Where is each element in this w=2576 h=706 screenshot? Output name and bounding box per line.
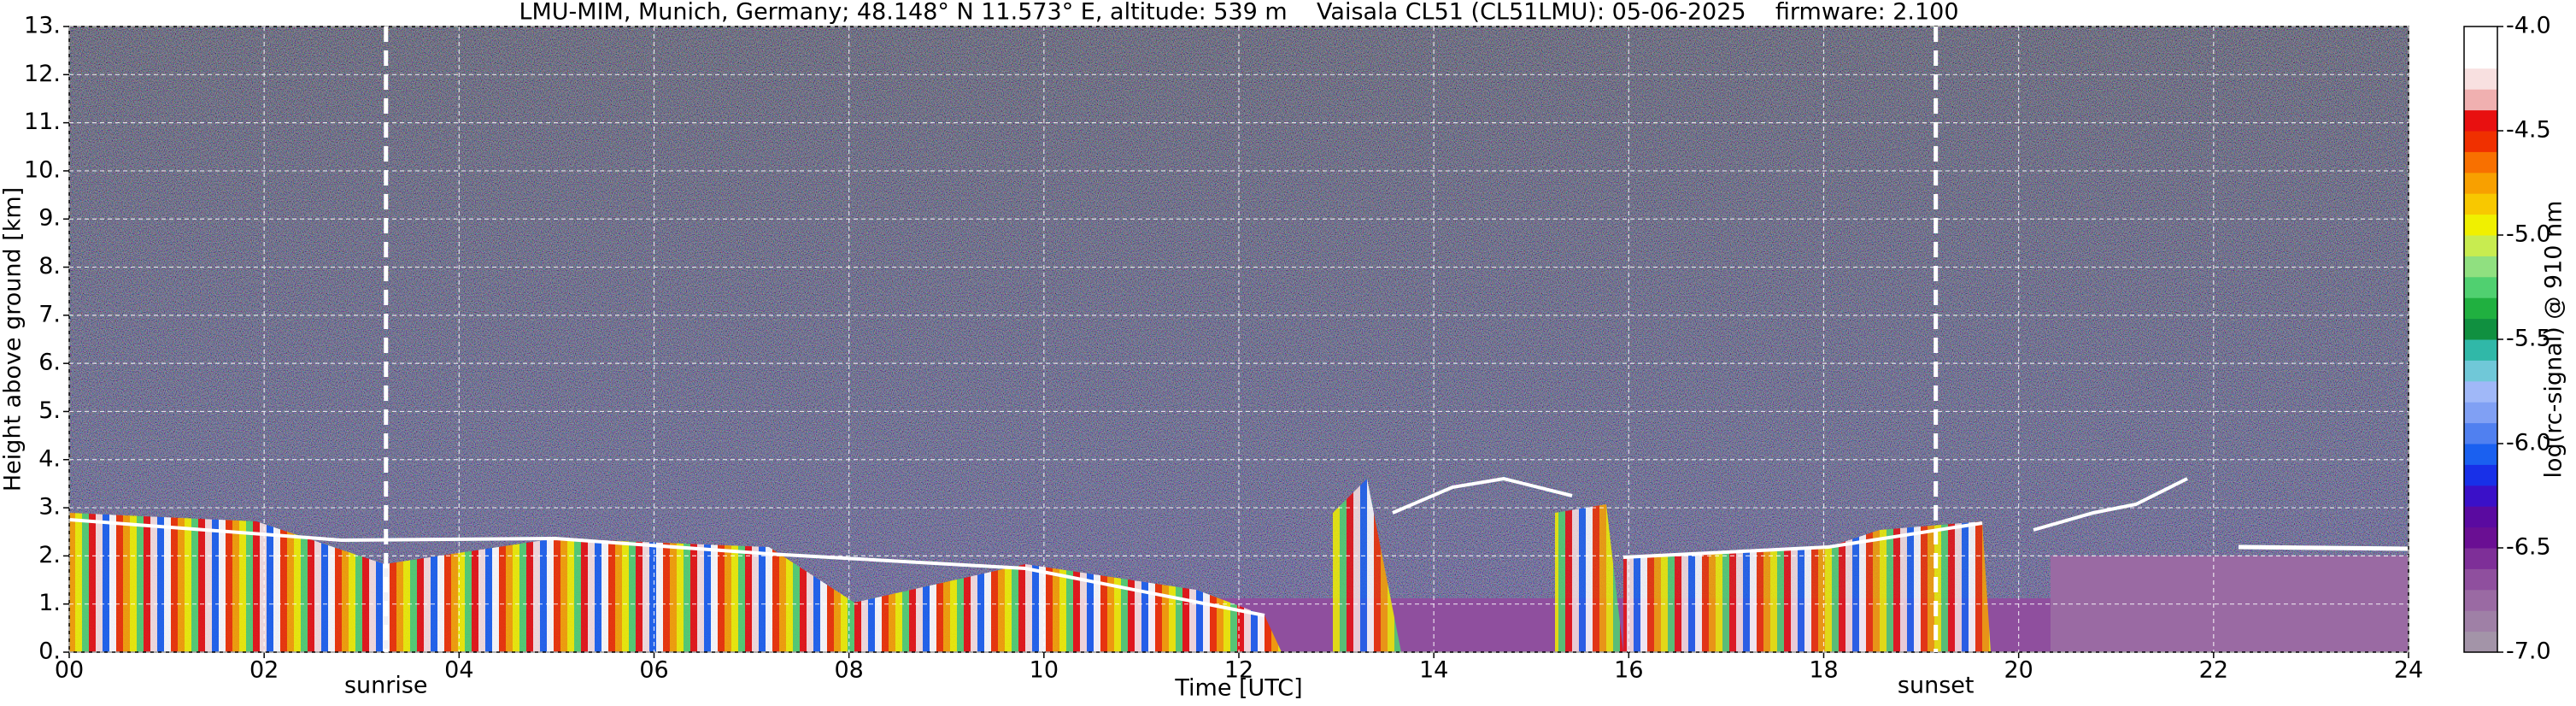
y-tick-label: 8. [38,253,61,279]
colorbar-swatch [2464,506,2497,528]
y-tick-label: 9. [38,205,61,232]
colorbar-tick-label: -4.5 [2506,117,2551,144]
colorbar-swatch [2464,568,2497,591]
x-tick-label: 00 [55,657,84,684]
y-tick-label: 2. [38,542,61,568]
x-tick-label: 20 [2004,657,2033,684]
y-tick-label: 0. [38,638,61,665]
x-tick-label: 18 [1809,657,1838,684]
chart-title: LMU-MIM, Munich, Germany; 48.148° N 11.5… [519,0,1958,26]
x-tick-label: 06 [639,657,668,684]
colorbar-swatch [2464,360,2497,382]
colorbar-swatch [2464,235,2497,256]
y-tick-label: 13. [24,13,61,39]
y-tick-label: 11. [24,109,61,135]
colorbar-swatch [2464,109,2497,132]
annotation-label: sunrise [344,673,428,699]
y-tick-label: 6. [38,350,61,376]
x-tick-label: 22 [2199,657,2228,684]
colorbar-tick-label: -5.0 [2506,221,2551,248]
colorbar-swatch [2464,485,2497,507]
x-tick-label: 08 [834,657,863,684]
colorbar-swatch [2464,131,2497,152]
y-tick-label: 7. [38,301,61,327]
colorbar-tick-label: -4.0 [2506,13,2551,39]
colorbar-label: log(rc-signal) @ 910 nm [2541,201,2567,479]
colorbar-swatch [2464,589,2497,611]
colorbar-swatch [2464,297,2497,320]
colorbar-swatch [2464,276,2497,298]
y-tick-label: 4. [38,445,61,472]
colorbar-tick-label: -5.5 [2506,326,2551,352]
colorbar-tick-label: -6.0 [2506,430,2551,456]
y-tick-label: 3. [38,494,61,521]
colorbar-swatch [2464,26,2497,48]
colorbar-swatch [2464,631,2497,653]
colorbar-swatch [2464,193,2497,215]
x-tick-label: 02 [249,657,279,684]
x-tick-label: 16 [1614,657,1643,684]
y-tick-label: 1. [38,590,61,616]
colorbar-swatch [2464,151,2497,174]
colorbar-swatch [2464,89,2497,111]
colorbar-swatch [2464,256,2497,278]
colorbar-swatch [2464,464,2497,486]
y-tick-label: 10. [24,156,61,183]
colorbar-swatch [2464,527,2497,549]
colorbar-tick-label: -6.5 [2506,534,2551,561]
colorbar-swatch [2464,402,2497,424]
colorbar-swatch [2464,444,2497,465]
x-tick-label: 14 [1419,657,1448,684]
x-tick-label: 04 [444,657,473,684]
colorbar-swatch [2464,380,2497,403]
colorbar-swatch [2464,422,2497,444]
x-tick-label: 12 [1224,657,1253,684]
colorbar-swatch [2464,318,2497,340]
colorbar-swatch [2464,339,2497,361]
colorbar-swatch [2464,172,2497,194]
colorbar-tick-label: -7.0 [2506,638,2551,665]
colorbar-swatch [2464,214,2497,236]
colorbar-swatch [2464,610,2497,632]
x-tick-label: 24 [2394,657,2423,684]
colorbar-swatch [2464,47,2497,69]
y-tick-label: 12. [24,61,61,87]
x-axis-label: Time [UTC] [1174,675,1302,702]
colorbar-swatch [2464,548,2497,569]
y-tick-label: 5. [38,397,61,424]
annotation-label: sunset [1898,673,1975,699]
x-tick-label: 10 [1030,657,1059,684]
colorbar-swatch [2464,68,2497,90]
y-axis-label: Height above ground [km] [0,187,26,491]
